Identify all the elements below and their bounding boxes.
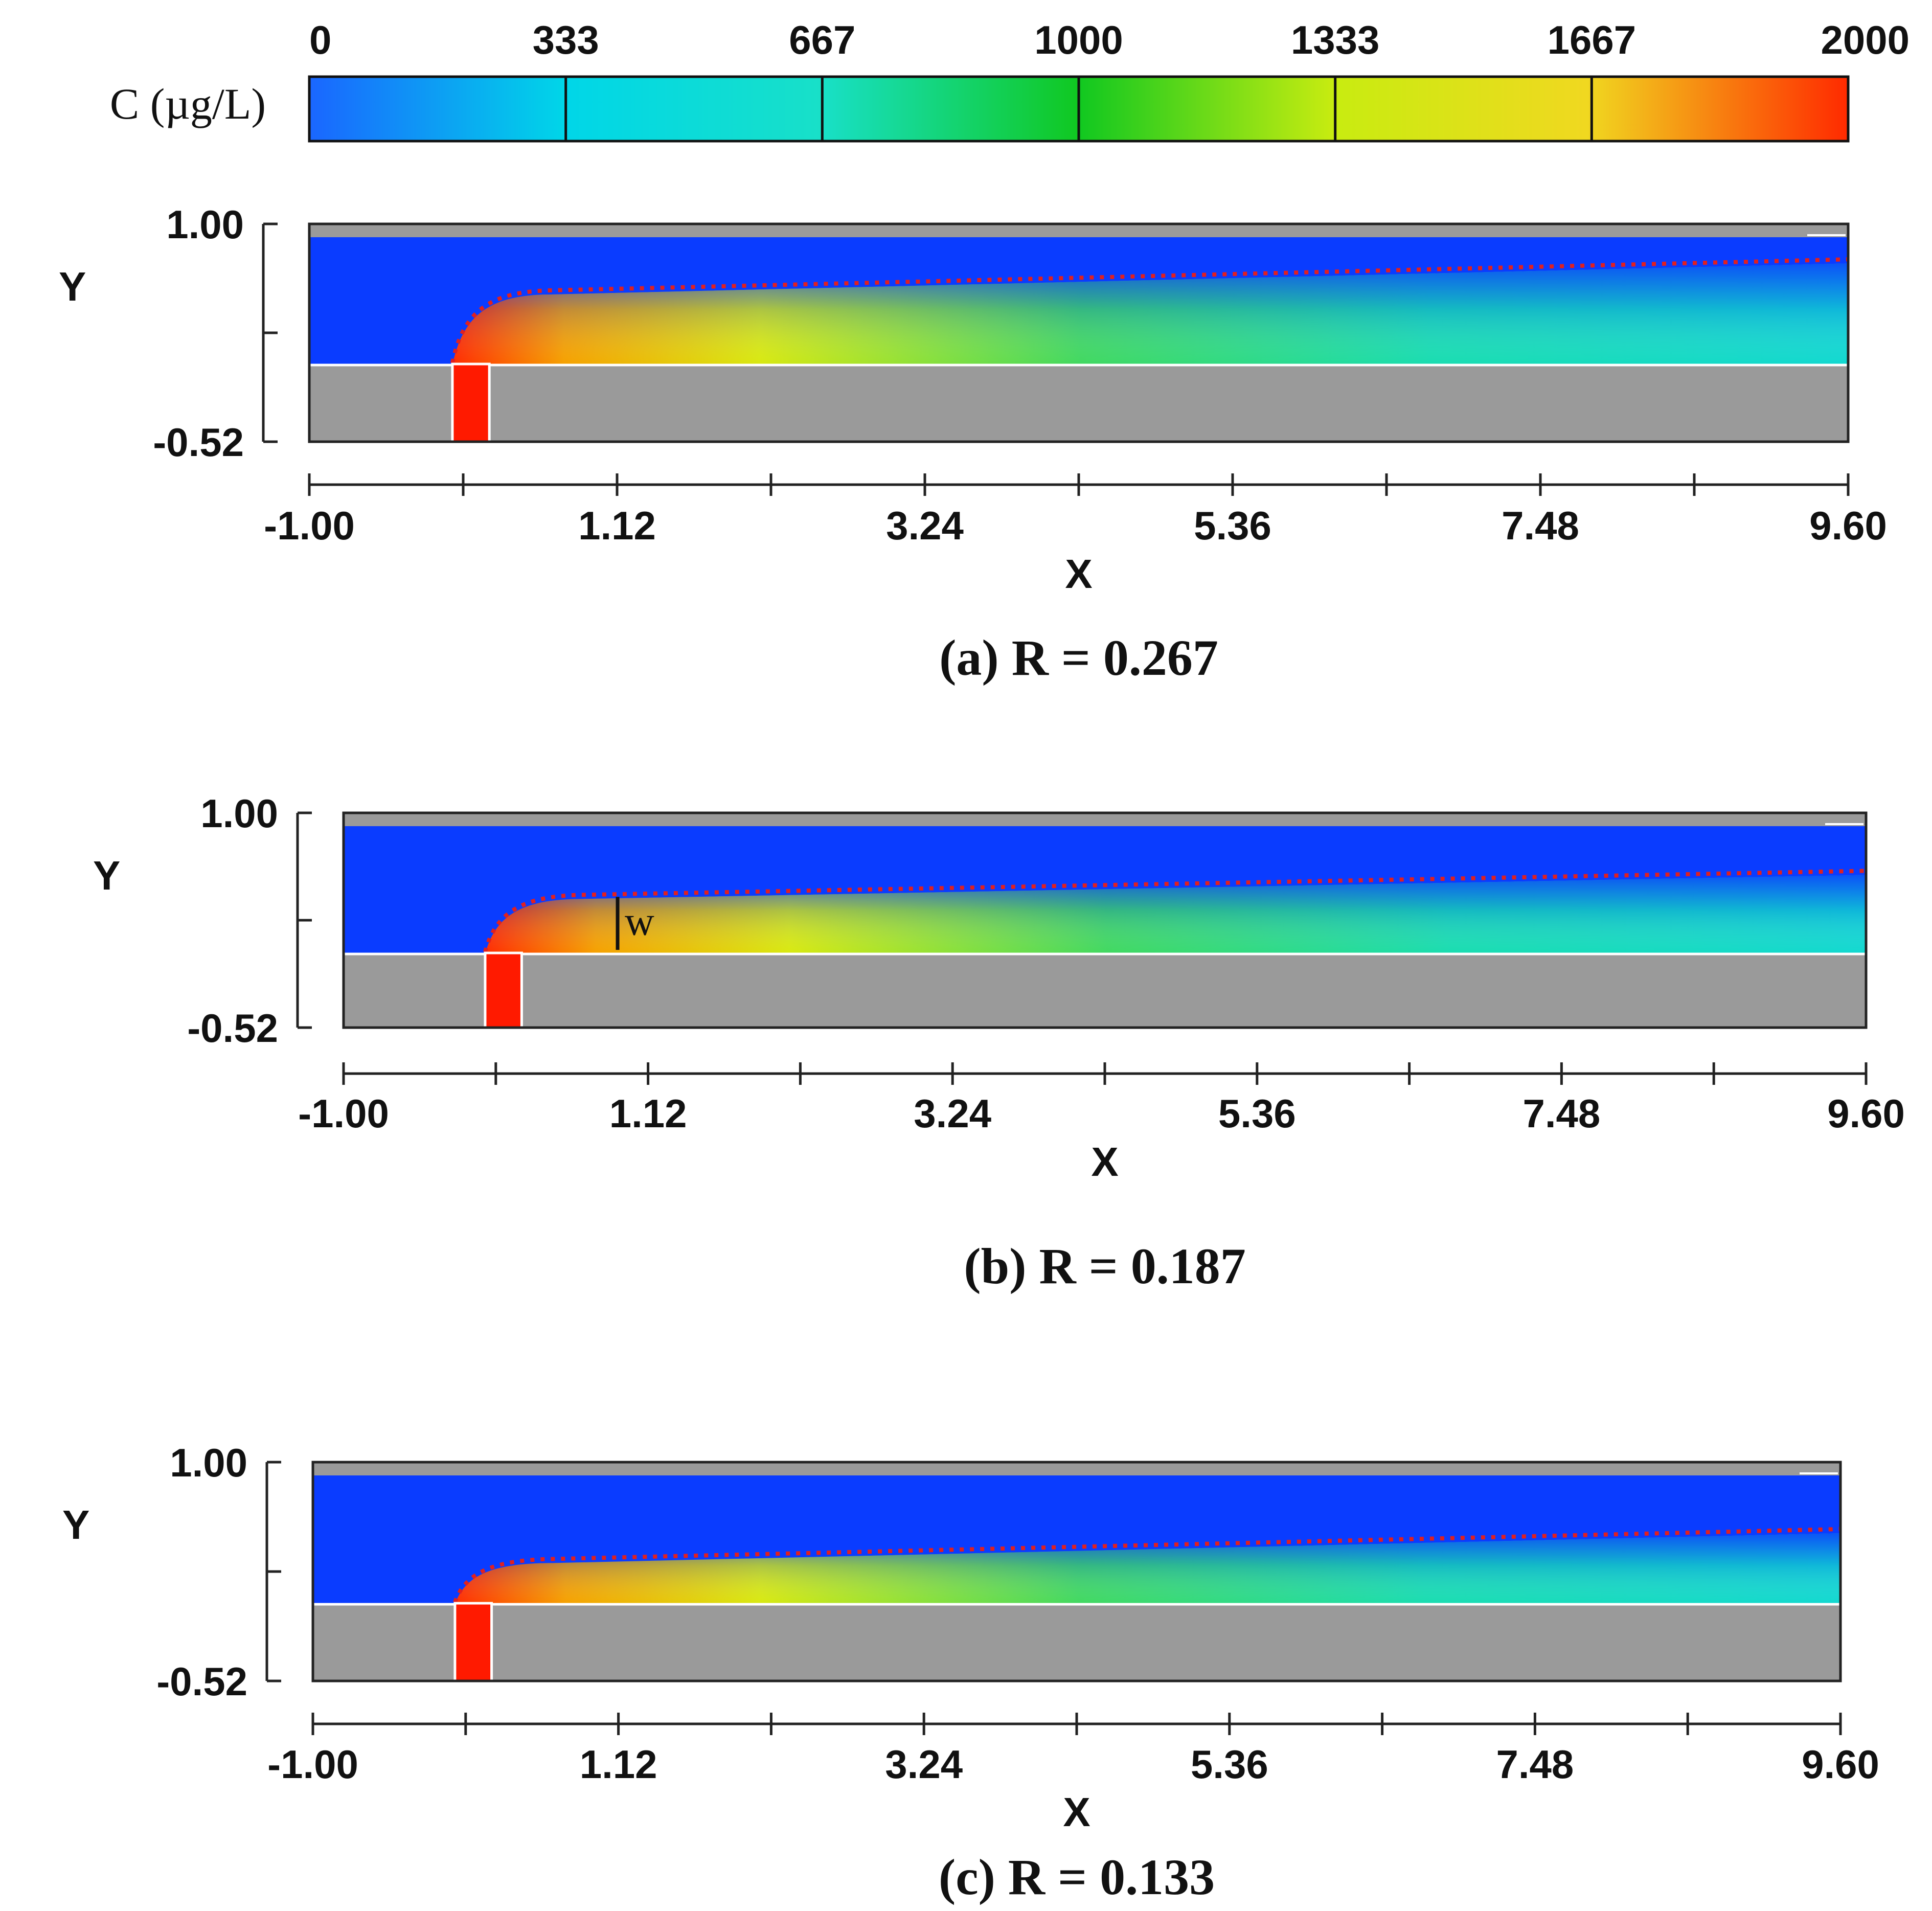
x-tick-label: 7.48 [1496, 1742, 1574, 1787]
panel-caption: (c) R = 0.133 [939, 1849, 1215, 1905]
y-tick-label: 1.00 [166, 202, 244, 247]
top-wall [313, 1462, 1840, 1475]
plume-boundary-line [453, 1527, 1841, 1603]
x-tick-label: 5.36 [1191, 1742, 1268, 1787]
colorbar-tick-label: 1333 [1291, 17, 1380, 62]
x-tick-label: -1.00 [298, 1091, 389, 1136]
plume-fade [485, 875, 1866, 954]
y-axis-title: Y [59, 264, 86, 309]
y-tick-label: -0.52 [153, 420, 244, 465]
x-axis-title: X [1063, 1789, 1090, 1835]
y-tick-label: 1.00 [170, 1440, 247, 1485]
top-wall [344, 813, 1866, 826]
ground [309, 365, 1848, 442]
domain-border [308, 222, 1850, 443]
x-tick-label: 3.24 [885, 1742, 963, 1787]
x-axis-title: X [1065, 551, 1092, 597]
panel-2: w 1.00 -0.52 Y -1.00 1.12 3.24 5.36 7.48 9.60 X (b)… [93, 791, 1905, 1294]
domain-border [311, 1461, 1842, 1682]
colorbar: C (µg/L) 0 333 667 1000 1333 1667 2000 [110, 17, 1910, 143]
colorbar-tick-label: 1667 [1548, 17, 1636, 62]
x-tick-label: 7.48 [1522, 1091, 1600, 1136]
panel-caption: (b) R = 0.187 [964, 1238, 1245, 1294]
colorbar-ticks: 0 333 667 1000 1333 1667 2000 [309, 17, 1910, 141]
x-tick-label: 5.36 [1194, 503, 1271, 548]
x-tick-label: -1.00 [264, 503, 355, 548]
panels: 1.00 -0.52 Y -1.00 1.12 3.24 5.36 7.48 9.60 X (a) … [59, 202, 1905, 1905]
x-tick-label: 3.24 [886, 503, 964, 548]
x-tick-label: 3.24 [914, 1091, 991, 1136]
colorbar-tick-label: 0 [309, 17, 331, 62]
x-axis-title: X [1091, 1139, 1118, 1185]
panel-1: 1.00 -0.52 Y -1.00 1.12 3.24 5.36 7.48 9.60 X (a) … [59, 202, 1887, 686]
ground [313, 1604, 1840, 1681]
plume-fade [454, 1533, 1840, 1604]
colorbar-tick-label: 2000 [1821, 17, 1910, 62]
ground [344, 954, 1866, 1028]
x-tick-label: 1.12 [609, 1091, 687, 1136]
x-tick-label: -1.00 [267, 1742, 358, 1787]
injection-pipe [453, 1602, 493, 1682]
panel-caption: (a) R = 0.267 [939, 629, 1218, 686]
x-tick-label: 9.60 [1802, 1742, 1879, 1787]
plume-fade [452, 263, 1849, 365]
injection-pipe [484, 951, 523, 1029]
x-tick-label: 7.48 [1502, 503, 1579, 548]
y-tick-label: 1.00 [200, 791, 278, 836]
colorbar-label: C (µg/L) [110, 79, 266, 128]
domain-border [342, 811, 1868, 1029]
x-tick-label: 1.12 [578, 503, 656, 548]
colorbar-tick-label: 333 [533, 17, 599, 62]
x-tick-label: 9.60 [1827, 1091, 1905, 1136]
y-axis-title: Y [93, 853, 120, 898]
y-axis-title: Y [62, 1502, 89, 1548]
x-tick-label: 5.36 [1218, 1091, 1296, 1136]
colorbar-tick-label: 667 [789, 17, 855, 62]
panel-3: 1.00 -0.52 Y -1.00 1.12 3.24 5.36 7.48 9.60 X (c) … [62, 1440, 1879, 1905]
colorbar-tick-label: 1000 [1034, 17, 1123, 62]
x-tick-label: 1.12 [580, 1742, 657, 1787]
injection-pipe [451, 362, 491, 443]
width-annotation: w [625, 899, 654, 944]
x-tick-label: 9.60 [1809, 503, 1887, 548]
y-tick-label: -0.52 [187, 1006, 278, 1051]
y-tick-label: -0.52 [156, 1659, 247, 1704]
top-wall [309, 224, 1848, 237]
